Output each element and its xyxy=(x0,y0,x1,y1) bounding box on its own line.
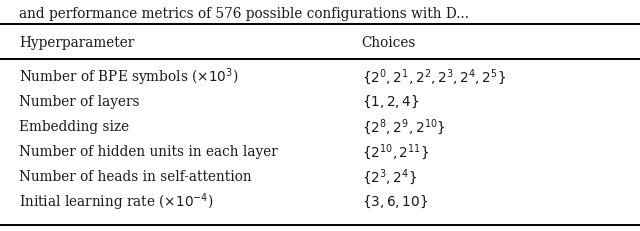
Text: Number of layers: Number of layers xyxy=(19,95,140,109)
Text: $\{1, 2, 4\}$: $\{1, 2, 4\}$ xyxy=(362,94,419,110)
Text: $\{2^3, 2^4\}$: $\{2^3, 2^4\}$ xyxy=(362,167,417,187)
Text: Number of heads in self-attention: Number of heads in self-attention xyxy=(19,170,252,184)
Text: $\{2^{10}, 2^{11}\}$: $\{2^{10}, 2^{11}\}$ xyxy=(362,142,429,162)
Text: $\{2^8, 2^9, 2^{10}\}$: $\{2^8, 2^9, 2^{10}\}$ xyxy=(362,117,445,137)
Text: Embedding size: Embedding size xyxy=(19,120,129,134)
Text: Number of BPE symbols ($\times 10^3$): Number of BPE symbols ($\times 10^3$) xyxy=(19,67,239,88)
Text: Hyperparameter: Hyperparameter xyxy=(19,36,134,50)
Text: $\{2^0, 2^1, 2^2, 2^3, 2^4, 2^5\}$: $\{2^0, 2^1, 2^2, 2^3, 2^4, 2^5\}$ xyxy=(362,67,506,87)
Text: Initial learning rate ($\times 10^{-4}$): Initial learning rate ($\times 10^{-4}$) xyxy=(19,191,214,213)
Text: Choices: Choices xyxy=(362,36,416,50)
Text: and performance metrics of 576 possible configurations with D...: and performance metrics of 576 possible … xyxy=(19,7,469,21)
Text: Number of hidden units in each layer: Number of hidden units in each layer xyxy=(19,145,278,159)
Text: $\{3, 6, 10\}$: $\{3, 6, 10\}$ xyxy=(362,194,428,210)
